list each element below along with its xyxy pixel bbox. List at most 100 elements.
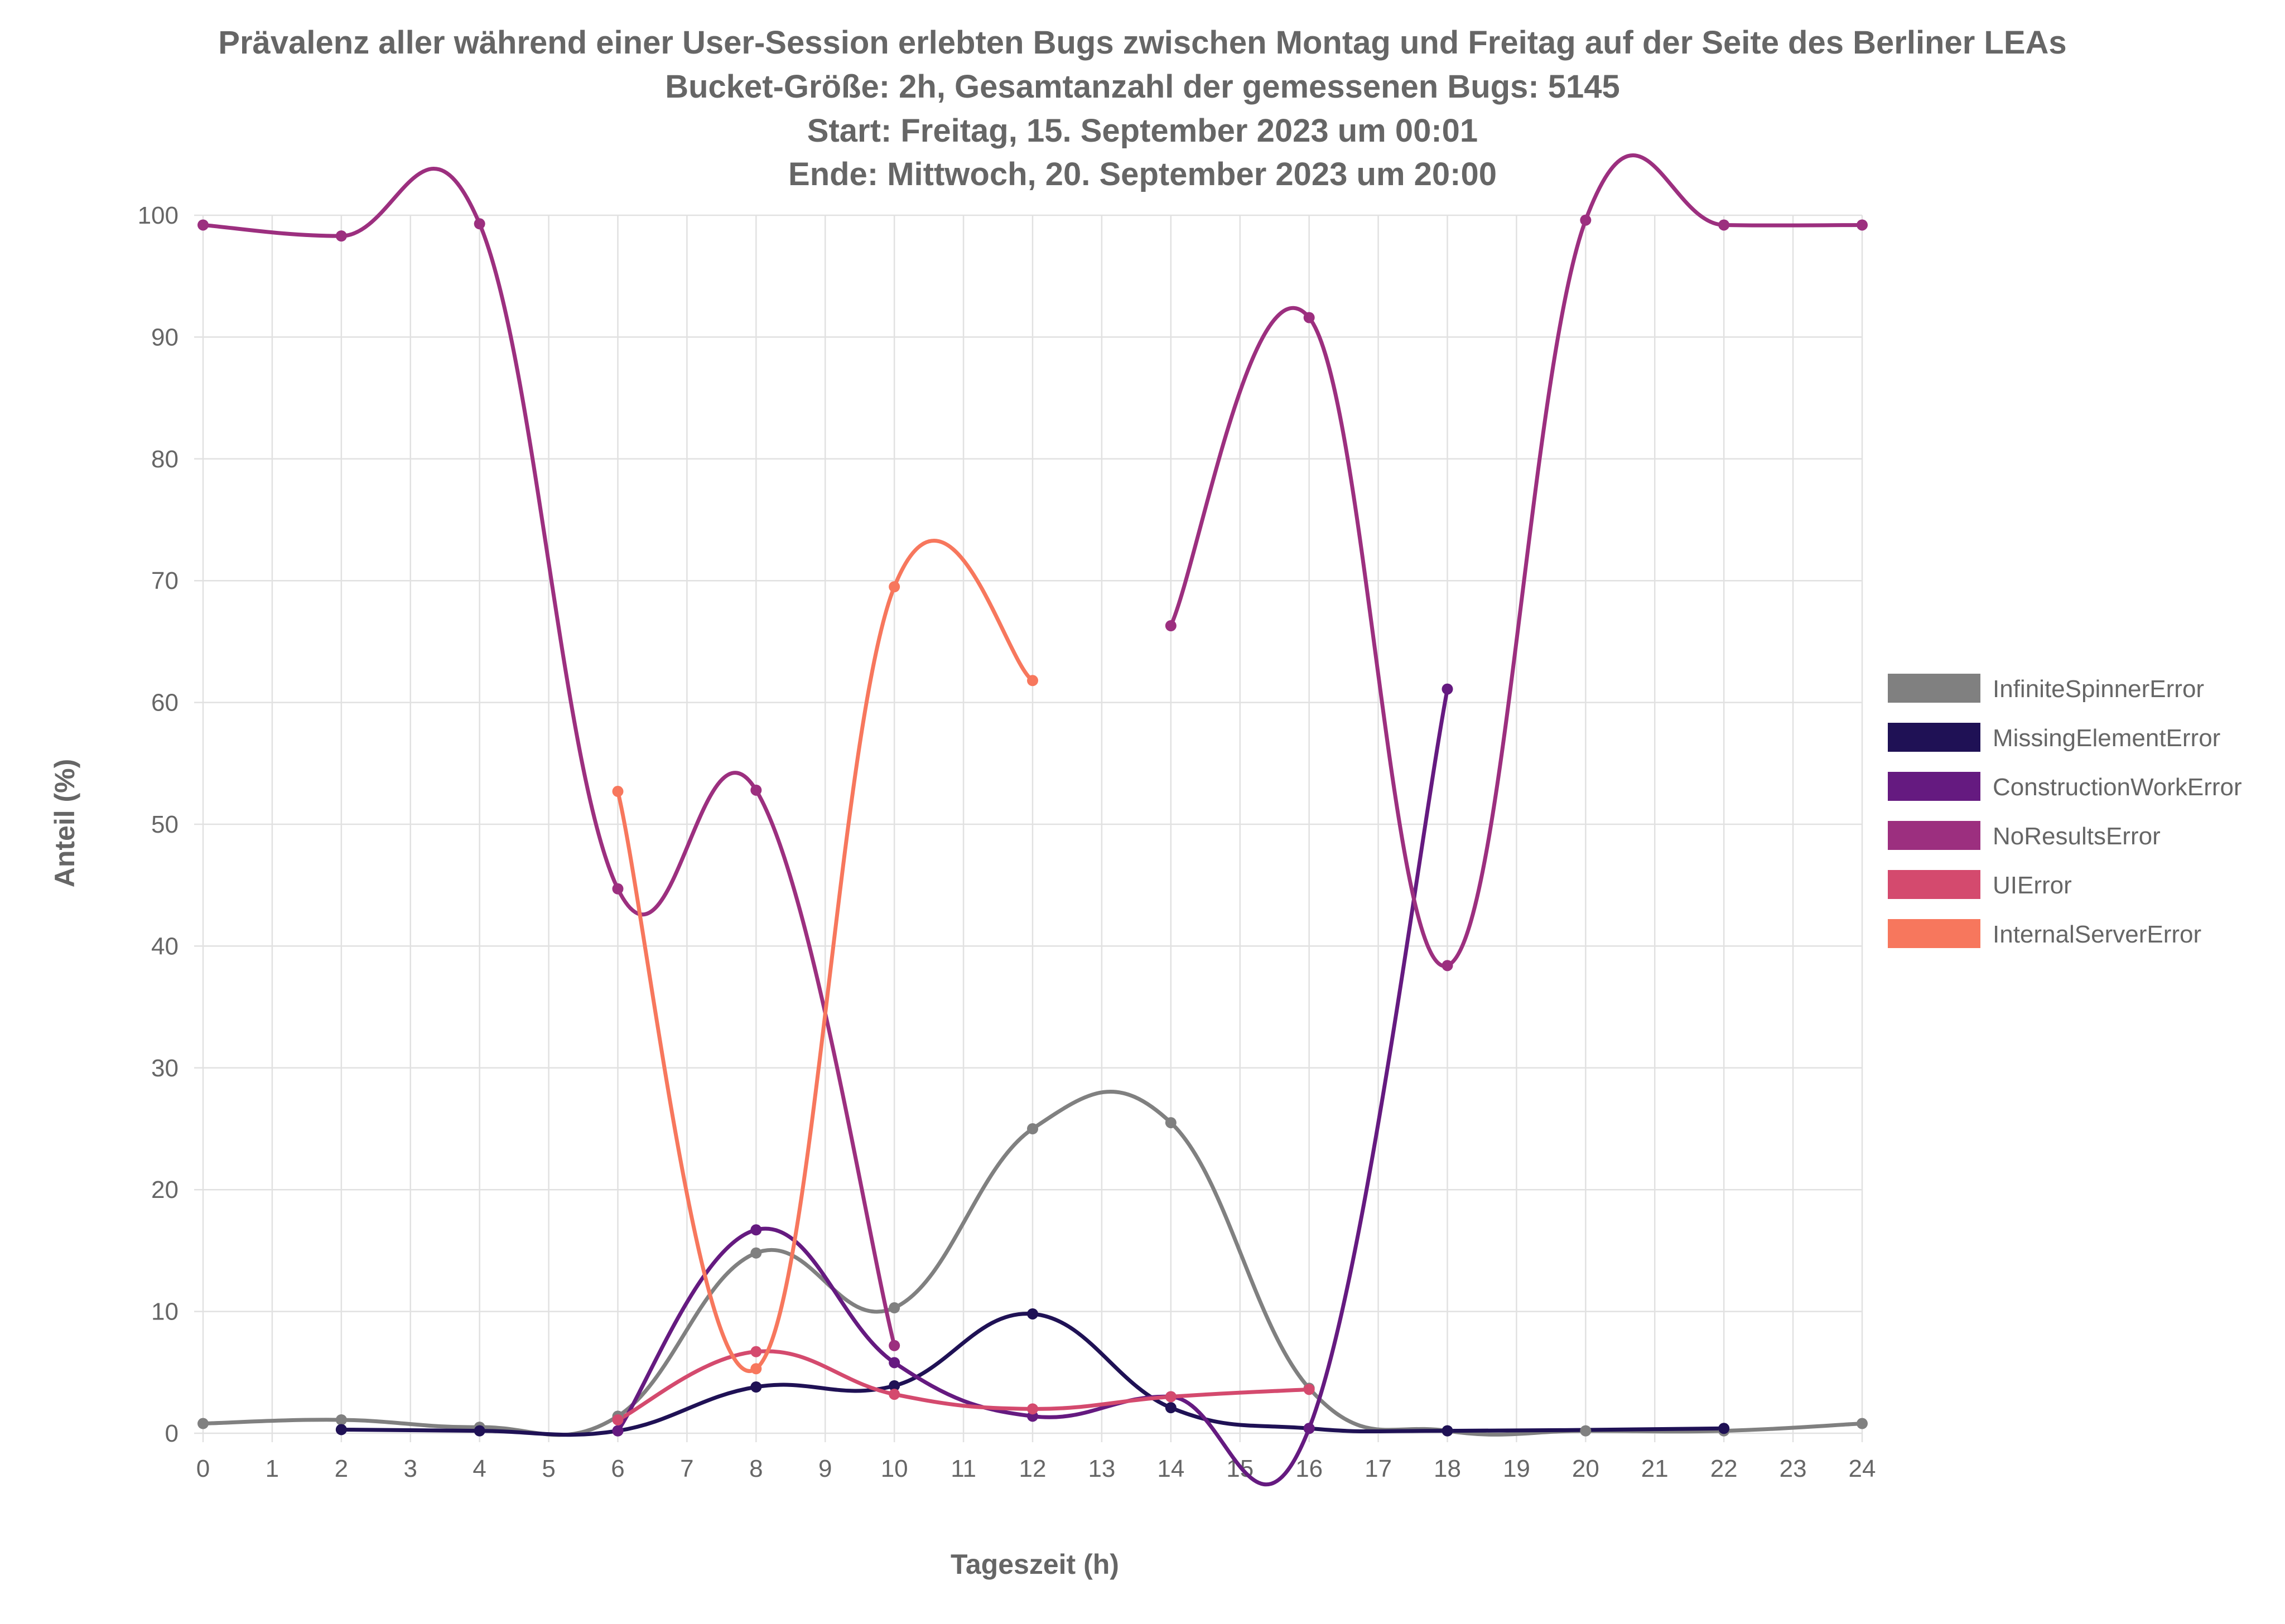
data-point[interactable] [750, 1224, 762, 1236]
data-point[interactable] [1442, 960, 1453, 972]
data-point[interactable] [1303, 312, 1315, 323]
data-point[interactable] [1580, 214, 1592, 226]
legend-label: UIError [1993, 872, 2072, 899]
x-tick-label: 19 [1503, 1455, 1530, 1482]
data-point[interactable] [1165, 1391, 1177, 1403]
series-line [616, 1349, 1312, 1422]
data-point[interactable] [1303, 1384, 1315, 1395]
legend-item[interactable]: NoResultsError [1888, 821, 2161, 850]
y-tick-label: 40 [151, 932, 179, 960]
data-point[interactable] [474, 218, 485, 230]
data-point[interactable] [197, 219, 209, 231]
data-point[interactable] [1165, 1117, 1177, 1129]
data-point[interactable] [889, 1357, 900, 1369]
data-point[interactable] [1442, 683, 1453, 695]
y-axis-title: Anteil (%) [49, 759, 80, 888]
grid [194, 214, 1863, 1442]
legend: InfiniteSpinnerError MissingElementError C… [1888, 674, 2242, 948]
series-line [1169, 153, 1864, 968]
legend-swatch [1888, 821, 1980, 850]
data-point[interactable] [335, 1424, 347, 1436]
legend-item[interactable]: MissingElementError [1888, 723, 2220, 752]
data-point[interactable] [1303, 1423, 1315, 1434]
legend-swatch [1888, 870, 1980, 899]
series-points [197, 214, 1868, 1437]
legend-item[interactable]: ConstructionWorkError [1888, 772, 2242, 801]
legend-swatch [1888, 919, 1980, 948]
data-point[interactable] [750, 784, 762, 796]
data-point[interactable] [612, 786, 624, 798]
y-tick-label: 90 [151, 323, 179, 351]
data-point[interactable] [750, 1247, 762, 1259]
x-tick-label: 16 [1295, 1455, 1323, 1482]
legend-label: ConstructionWorkError [1993, 774, 2242, 801]
data-point[interactable] [1442, 1425, 1453, 1437]
x-tick-label: 21 [1641, 1455, 1669, 1482]
legend-label: NoResultsError [1993, 823, 2161, 850]
x-tick-label: 12 [1019, 1455, 1047, 1482]
data-point[interactable] [1718, 1423, 1730, 1434]
legend-swatch [1888, 674, 1980, 703]
data-point[interactable] [612, 1414, 624, 1425]
x-tick-label: 11 [951, 1455, 976, 1482]
data-point[interactable] [1027, 675, 1038, 687]
data-point[interactable] [1580, 1425, 1592, 1437]
data-point[interactable] [889, 581, 900, 593]
y-tick-label: 50 [151, 811, 179, 838]
x-tick-label: 24 [1849, 1455, 1876, 1482]
x-tick-label: 22 [1710, 1455, 1738, 1482]
y-tick-label: 70 [151, 567, 179, 594]
data-point[interactable] [1857, 1418, 1868, 1429]
title-line: Bucket-Größe: 2h, Gesamtanzahl der gemes… [665, 69, 1620, 105]
x-tick-label: 1 [266, 1455, 279, 1482]
data-point[interactable] [1027, 1123, 1038, 1134]
data-point[interactable] [889, 1380, 900, 1391]
x-tick-label: 5 [542, 1455, 555, 1482]
title-line: Prävalenz aller während einer User-Sessi… [218, 25, 2066, 61]
data-point[interactable] [750, 1346, 762, 1357]
data-point[interactable] [889, 1302, 900, 1314]
legend-item[interactable]: InternalServerError [1888, 919, 2201, 948]
legend-item[interactable]: UIError [1888, 870, 2072, 899]
x-tick-label: 20 [1572, 1455, 1599, 1482]
data-point[interactable] [197, 1418, 209, 1429]
data-point[interactable] [474, 1425, 485, 1437]
x-tick-label: 8 [749, 1455, 763, 1482]
data-point[interactable] [1027, 1308, 1038, 1320]
data-point[interactable] [1857, 219, 1868, 231]
title-line: Ende: Mittwoch, 20. September 2023 um 20… [788, 156, 1497, 192]
data-point[interactable] [335, 230, 347, 242]
data-point[interactable] [750, 1363, 762, 1375]
legend-label: MissingElementError [1993, 724, 2220, 752]
x-axis-ticks: 0 1 2 3 4 5 6 7 8 9 10 11 12 13 14 15 16 17 18 19 20 21 22 23 24 [196, 1455, 1876, 1482]
legend-item[interactable]: InfiniteSpinnerError [1888, 674, 2204, 703]
series-line [339, 1312, 1726, 1437]
x-tick-label: 13 [1088, 1455, 1115, 1482]
y-tick-label: 60 [151, 689, 179, 717]
data-point[interactable] [889, 1389, 900, 1400]
x-tick-label: 17 [1365, 1455, 1392, 1482]
legend-swatch [1888, 772, 1980, 801]
title-line: Start: Freitag, 15. September 2023 um 00… [807, 113, 1478, 149]
x-tick-label: 9 [818, 1455, 832, 1482]
y-tick-label: 0 [165, 1420, 179, 1447]
data-point[interactable] [612, 883, 624, 895]
x-tick-label: 18 [1434, 1455, 1461, 1482]
data-point[interactable] [889, 1340, 900, 1351]
y-tick-label: 80 [151, 446, 179, 473]
data-point[interactable] [1718, 219, 1730, 231]
x-tick-label: 7 [680, 1455, 693, 1482]
data-point[interactable] [750, 1381, 762, 1393]
data-point[interactable] [1165, 620, 1177, 632]
data-point[interactable] [335, 1414, 347, 1425]
data-point[interactable] [612, 1425, 624, 1437]
x-tick-label: 4 [473, 1455, 486, 1482]
x-tick-label: 3 [404, 1455, 417, 1482]
data-point[interactable] [1165, 1402, 1177, 1414]
x-tick-label: 23 [1780, 1455, 1807, 1482]
x-tick-label: 0 [196, 1455, 210, 1482]
x-tick-label: 10 [881, 1455, 908, 1482]
data-point[interactable] [1027, 1403, 1038, 1415]
x-tick-label: 14 [1157, 1455, 1184, 1482]
